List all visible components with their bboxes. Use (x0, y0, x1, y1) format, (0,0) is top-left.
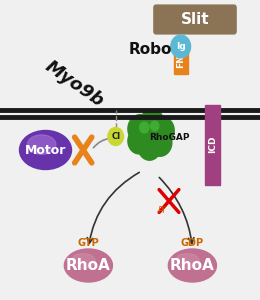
Text: Pi: Pi (158, 206, 166, 215)
Text: Slit: Slit (181, 12, 209, 27)
Text: GTP: GTP (77, 238, 99, 248)
Text: Motor: Motor (25, 143, 66, 157)
Circle shape (151, 121, 159, 131)
Text: Robo: Robo (129, 42, 172, 57)
Text: CI: CI (111, 132, 120, 141)
Ellipse shape (168, 249, 217, 282)
Ellipse shape (20, 130, 72, 170)
Circle shape (151, 117, 174, 144)
Circle shape (138, 134, 161, 160)
Ellipse shape (64, 249, 113, 282)
Text: ICD: ICD (208, 136, 217, 154)
Circle shape (128, 128, 150, 154)
Text: RhoA: RhoA (170, 258, 215, 273)
Circle shape (140, 109, 164, 137)
Text: Ig: Ig (176, 42, 186, 51)
Ellipse shape (175, 254, 199, 268)
FancyBboxPatch shape (174, 49, 188, 74)
Circle shape (140, 122, 149, 133)
Circle shape (108, 128, 123, 146)
Circle shape (171, 35, 191, 58)
Circle shape (128, 115, 153, 143)
Text: RhoGAP: RhoGAP (150, 134, 190, 142)
Circle shape (135, 123, 156, 147)
FancyBboxPatch shape (154, 5, 236, 34)
Text: FN: FN (176, 54, 185, 68)
Text: GDP: GDP (181, 238, 204, 248)
Ellipse shape (27, 135, 56, 155)
Circle shape (148, 129, 172, 156)
Text: RhoA: RhoA (66, 258, 111, 273)
Text: Myo9b: Myo9b (41, 57, 107, 111)
Ellipse shape (71, 254, 95, 268)
FancyBboxPatch shape (205, 105, 220, 184)
